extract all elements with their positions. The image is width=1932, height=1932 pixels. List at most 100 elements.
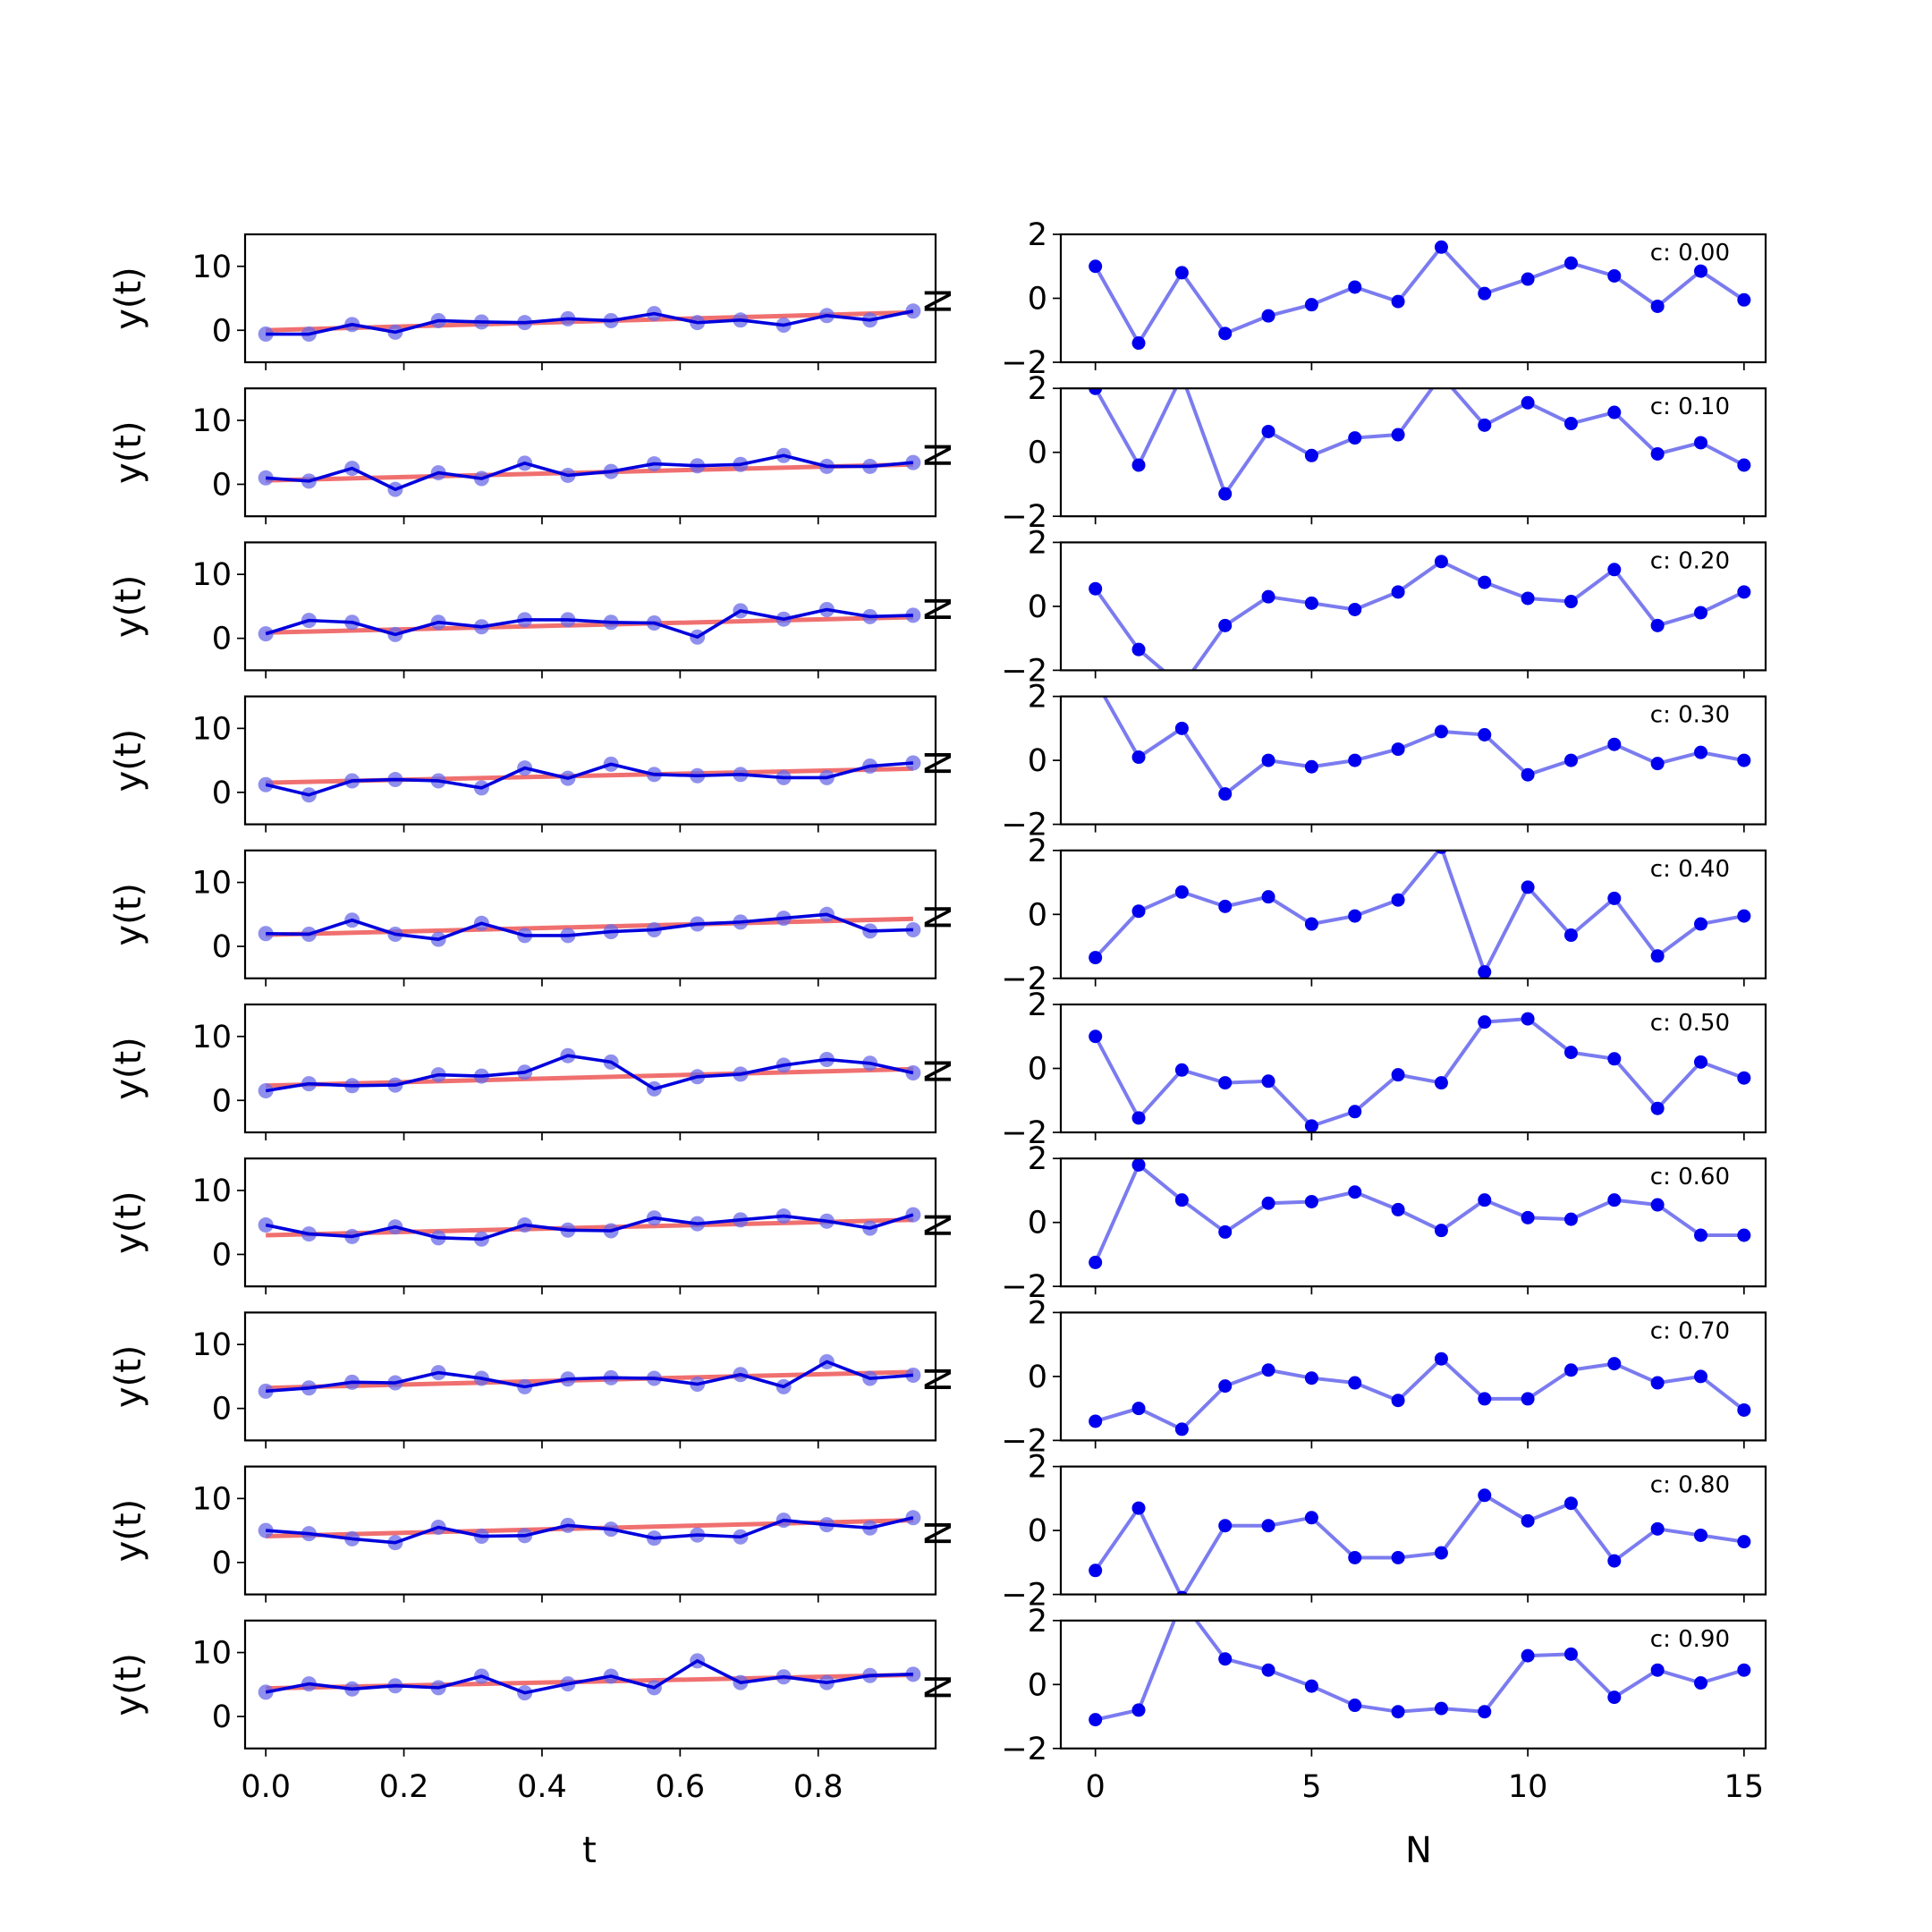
residual-point (1261, 424, 1275, 438)
residual-point (1737, 292, 1751, 307)
residual-point (1434, 1701, 1448, 1716)
right-y-tick-label: −2 (1001, 1423, 1047, 1459)
residual-point (1607, 737, 1622, 751)
right-x-tick-label: 10 (1508, 1769, 1548, 1805)
residual-point (1174, 1193, 1189, 1208)
left-frame (243, 541, 937, 672)
residual-point (1478, 575, 1492, 589)
right-y-tick-label: 0 (1028, 743, 1047, 779)
right-x-tick-label: 0 (1086, 1769, 1106, 1805)
right-y-tick-label: −2 (1001, 1269, 1047, 1305)
residual-point (1650, 1663, 1665, 1677)
data-line (265, 761, 914, 797)
residual-point (1174, 885, 1189, 899)
left-y-tick-label: 10 (191, 1020, 232, 1055)
residual-point (1131, 1111, 1146, 1125)
left-frame (243, 1311, 937, 1442)
right-data-5 (1089, 1012, 1751, 1132)
c-label: c: 0.00 (1650, 240, 1730, 267)
residual-point (1218, 326, 1233, 341)
left-data-0 (258, 303, 921, 343)
right-y-tick-label: 2 (1028, 680, 1047, 716)
right-data-8 (1089, 1488, 1751, 1595)
residual-point (1218, 487, 1233, 501)
residual-line (1093, 1163, 1744, 1264)
right-y-tick-label: −2 (1001, 1578, 1047, 1614)
residual-point (1737, 585, 1751, 599)
right-y-tick-label: 0 (1028, 1360, 1047, 1395)
residual-point (1737, 1228, 1751, 1242)
residual-point (1563, 417, 1578, 431)
row-8: 0 10 y(t) −2 0 2 Nc: 0.80 (108, 1450, 1767, 1614)
residual-point (1304, 1371, 1318, 1385)
right-y-tick-label: 0 (1028, 1052, 1047, 1088)
right-panel-4: −2 0 2 Nc: 0.40 (919, 834, 1767, 997)
left-x-tick-label: 0.4 (517, 1769, 567, 1805)
left-y-axis-label: y(t) (108, 1191, 149, 1254)
residual-point (1521, 880, 1535, 894)
left-frame (243, 1619, 937, 1750)
left-y-axis-label: y(t) (108, 1037, 149, 1100)
residual-point (1607, 1357, 1622, 1371)
residual-point (1521, 591, 1535, 606)
residual-point (1218, 1224, 1233, 1239)
right-y-tick-label: 2 (1028, 525, 1047, 561)
residual-point (1650, 446, 1665, 461)
right-y-tick-label: 0 (1028, 1667, 1047, 1703)
c-label: c: 0.90 (1650, 1626, 1730, 1653)
residual-point (1304, 1679, 1318, 1693)
residual-line (1102, 696, 1745, 796)
left-data-5 (258, 1047, 921, 1099)
residual-point (1737, 1071, 1751, 1085)
residual-point (1304, 1511, 1318, 1525)
residual-point (1218, 899, 1233, 913)
residual-point (1434, 1076, 1448, 1090)
c-label: c: 0.10 (1650, 394, 1730, 420)
c-label: c: 0.80 (1650, 1472, 1730, 1499)
residual-point (1304, 448, 1318, 462)
left-y-tick-label: 10 (191, 866, 232, 902)
left-data-1 (258, 447, 921, 497)
right-panel-1: −2 0 2 Nc: 0.10 (919, 371, 1767, 535)
left-data-2 (258, 601, 921, 645)
residual-point (1737, 753, 1751, 767)
right-y-tick-label: 0 (1028, 436, 1047, 471)
row-9: 0 10 0.0 0.2 0.4 0.6 0.8 y(t) −2 0 2 0 5 10 15 Nc: 0.90 (108, 1604, 1767, 1805)
residual-point (1650, 618, 1665, 632)
residual-point (1650, 1376, 1665, 1390)
left-y-tick-label: 10 (191, 557, 232, 593)
residual-point (1348, 909, 1362, 923)
right-panel-9: −2 0 2 0 5 10 15 Nc: 0.90 (919, 1604, 1767, 1805)
residual-point (1391, 294, 1405, 309)
residual-point (1737, 458, 1751, 472)
left-x-tick-label: 0.2 (379, 1769, 429, 1805)
residual-point (1218, 787, 1233, 801)
left-data-3 (258, 755, 921, 803)
left-data-6 (258, 1207, 921, 1247)
residual-point (1434, 240, 1448, 254)
residual-line (1094, 1493, 1745, 1595)
residual-point (1693, 264, 1707, 278)
residual-point (1391, 893, 1405, 907)
residual-point (1521, 1392, 1535, 1406)
left-y-tick-label: 0 (212, 1546, 232, 1581)
left-y-tick-label: 10 (191, 1481, 232, 1517)
residual-point (1175, 1590, 1188, 1595)
residual-point (1348, 1550, 1362, 1564)
residual-point (1693, 1228, 1707, 1242)
right-y-tick-label: 2 (1028, 987, 1047, 1023)
residual-point (1478, 728, 1492, 741)
residual-point (1607, 268, 1622, 283)
right-panel-5: −2 0 2 Nc: 0.50 (919, 987, 1767, 1151)
data-line (265, 607, 913, 640)
residual-point (1174, 266, 1189, 280)
residual-point (1089, 388, 1103, 395)
residual-point (1607, 1690, 1622, 1705)
residual-point (1391, 1705, 1405, 1719)
left-x-tick-label: 0.8 (793, 1769, 843, 1805)
residual-point (1131, 750, 1146, 765)
left-y-axis-label: y(t) (108, 575, 149, 639)
residual-point (1478, 1392, 1492, 1406)
residual-line (1093, 245, 1745, 345)
left-x-tick-label: 0.6 (656, 1769, 706, 1805)
